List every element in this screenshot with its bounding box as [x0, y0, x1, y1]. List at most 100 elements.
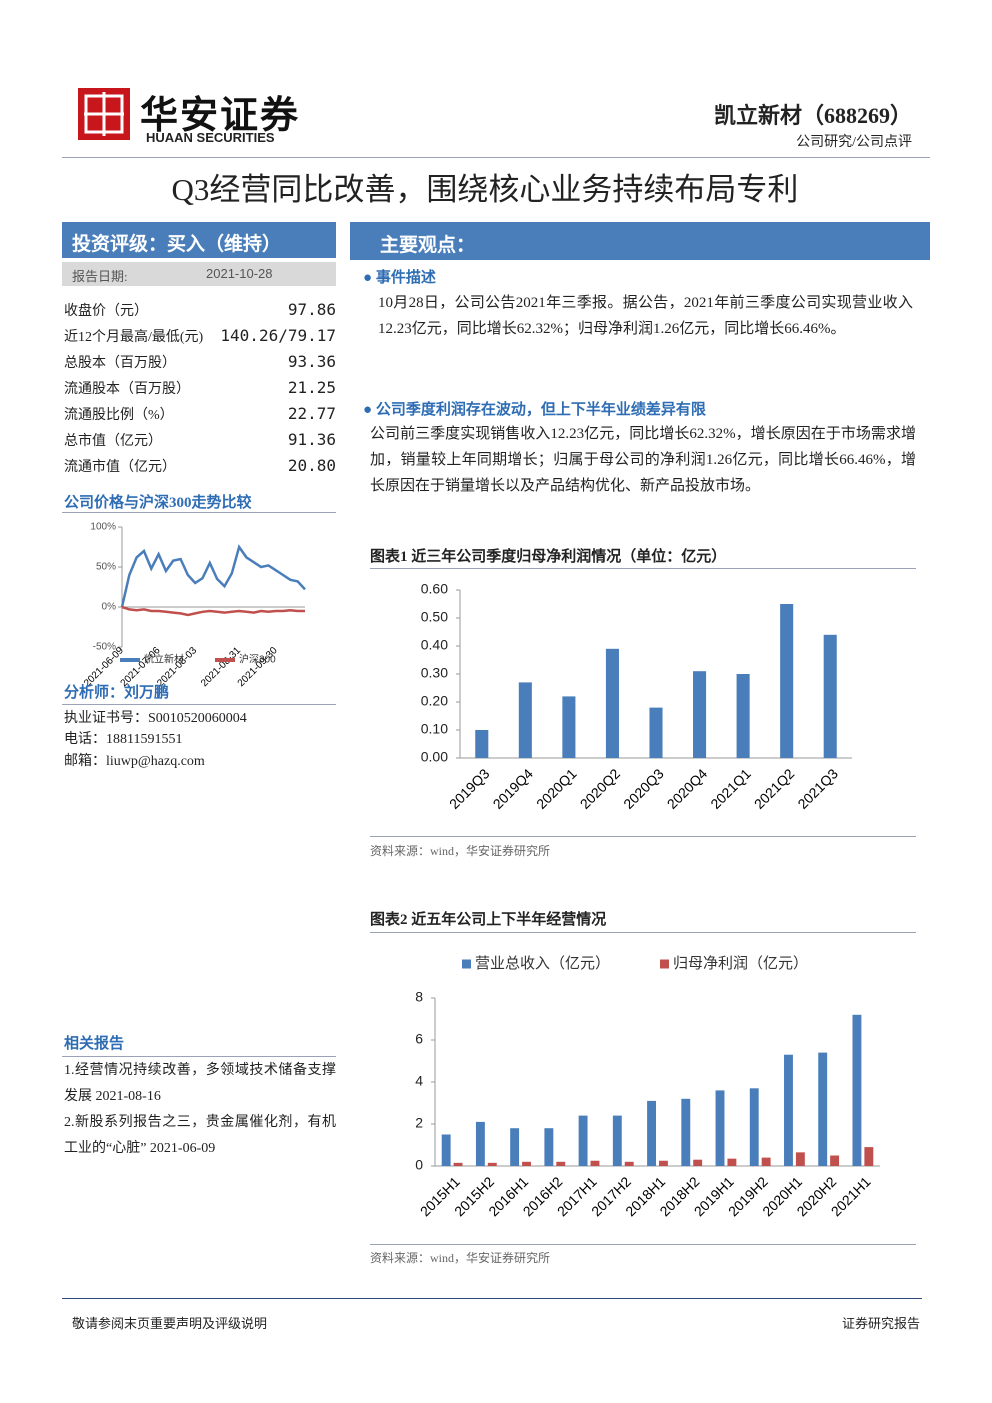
bar [795, 1152, 805, 1166]
rule [62, 1298, 922, 1299]
section-text: 10月28日，公司公告2021年三季报。据公告，2021年前三季度公司实现营业收… [378, 295, 913, 337]
figure-title: 公司价格与沪深300走势比较 [64, 495, 252, 511]
bar [647, 1100, 656, 1166]
y-tick-label: 0.30 [421, 665, 448, 681]
rule [62, 704, 336, 705]
section-text: 公司前三季度实现销售收入12.23亿元，同比增长62.32%，增长原因在于市场需… [370, 426, 916, 494]
figure-source: 资料来源：wind，华安证券研究所 [370, 844, 551, 858]
rating-bar [62, 222, 336, 258]
key-label: 收盘价（元） [64, 304, 148, 319]
logo-cn: 华安证券 [140, 95, 301, 137]
bar [590, 1160, 600, 1166]
bar [727, 1158, 737, 1166]
x-tick-label: 2019Q4 [490, 765, 537, 812]
y-tick-label: 4 [415, 1073, 423, 1089]
rule [370, 568, 916, 569]
rule [370, 932, 916, 933]
y-tick-label: 0% [102, 602, 117, 613]
x-tick-label: 2021Q1 [707, 765, 754, 812]
line-series [120, 544, 306, 608]
rule [370, 836, 916, 837]
footer-right: 证券研究报告 [841, 1316, 920, 1331]
legend-label: 归母净利润（亿元） [673, 955, 808, 972]
bar [518, 682, 532, 758]
category: 公司研究/公司点评 [796, 135, 912, 150]
bar [852, 1014, 862, 1166]
key-value: 140.26/79.17 [220, 326, 336, 345]
y-tick-label: 6 [415, 1031, 423, 1047]
bar [475, 730, 489, 758]
rule [62, 1056, 336, 1057]
bar [562, 696, 576, 758]
bar [578, 1115, 588, 1166]
x-tick-label: 2021Q3 [794, 765, 841, 812]
heading-text: 事件描述 [375, 270, 436, 286]
bar [749, 1088, 759, 1166]
y-tick-label: 100% [90, 522, 116, 533]
title: Q3经营同比改善，围绕核心业务持续布局专利 [171, 172, 799, 207]
x-tick-label: 2020Q4 [664, 765, 711, 812]
key-label: 总股本（百万股） [64, 356, 176, 371]
line-series [121, 605, 305, 617]
figure-title: 图表2 近五年公司上下半年经营情况 [370, 912, 607, 928]
y-tick-label: 0.60 [421, 581, 448, 597]
key-value: 21.25 [287, 378, 336, 397]
legend-swatch [462, 959, 471, 969]
section-heading: ● 事件描述 [363, 270, 436, 286]
heading-text: 公司季度利润存在波动，但上下半年业绩差异有限 [375, 402, 706, 418]
bar [624, 1161, 634, 1166]
legend-label: 凯立新材 [144, 653, 184, 666]
x-tick-label: 2019Q3 [446, 765, 493, 812]
bar [453, 1162, 463, 1166]
date-label: 报告日期: [72, 269, 128, 284]
bar [605, 648, 619, 758]
rule [62, 157, 930, 158]
y-tick-label: 0.00 [421, 749, 448, 765]
bar [487, 1162, 497, 1166]
bar [441, 1134, 451, 1166]
bar [544, 1128, 554, 1166]
legend-swatch [660, 959, 669, 969]
bar [830, 1155, 840, 1166]
bar [780, 604, 794, 758]
rule [370, 1244, 916, 1245]
rating: 投资评级：买入（维持） [72, 234, 282, 255]
y-tick-label: 50% [96, 562, 116, 573]
y-tick-label: 0.50 [421, 609, 448, 625]
key-label: 流通市值（亿元） [64, 460, 176, 475]
bar [761, 1157, 771, 1166]
main-title: 主要观点： [380, 235, 476, 256]
key-label: 流通股本（百万股） [64, 382, 190, 397]
bar [612, 1115, 622, 1166]
related-title: 相关报告 [64, 1036, 125, 1052]
date-bar [62, 262, 336, 286]
key-value: 97.86 [287, 300, 336, 319]
bar [736, 674, 750, 758]
related-item: 2.新股系列报告之三，贵金属催化剂，有机工业的“心脏” 2021-06-09 [64, 1115, 336, 1156]
legend-label: 沪深300 [239, 653, 276, 666]
bar [556, 1161, 566, 1166]
figure-title: 图表1 近三年公司季度归母净利润情况（单位：亿元） [370, 549, 727, 565]
bar [864, 1147, 874, 1166]
footer-left: 敬请参阅末页重要声明及评级说明 [72, 1316, 268, 1331]
key-value: 93.36 [287, 352, 336, 371]
analyst: 分析师：刘万鹏 [64, 685, 170, 701]
bar [522, 1161, 531, 1166]
bar [681, 1098, 691, 1166]
bar [784, 1054, 793, 1166]
y-tick-label: -50% [93, 642, 116, 653]
y-tick-label: 0 [415, 1157, 423, 1173]
bar [510, 1128, 520, 1166]
main-bar [350, 222, 930, 260]
y-tick-label: 2 [415, 1115, 423, 1131]
legend-label: 营业总收入（亿元） [475, 955, 610, 972]
bar [823, 634, 837, 758]
related-item: 1.经营情况持续改善，多领域技术储备支撑发展 2021-08-16 [64, 1063, 336, 1104]
x-tick-label: 2020Q2 [577, 765, 624, 812]
email: 邮箱：liuwp@hazq.com [64, 754, 205, 769]
logo-en: HUAAN SECURITIES [146, 130, 275, 145]
bar [659, 1160, 668, 1166]
figure-source: 资料来源：wind，华安证券研究所 [370, 1251, 551, 1265]
